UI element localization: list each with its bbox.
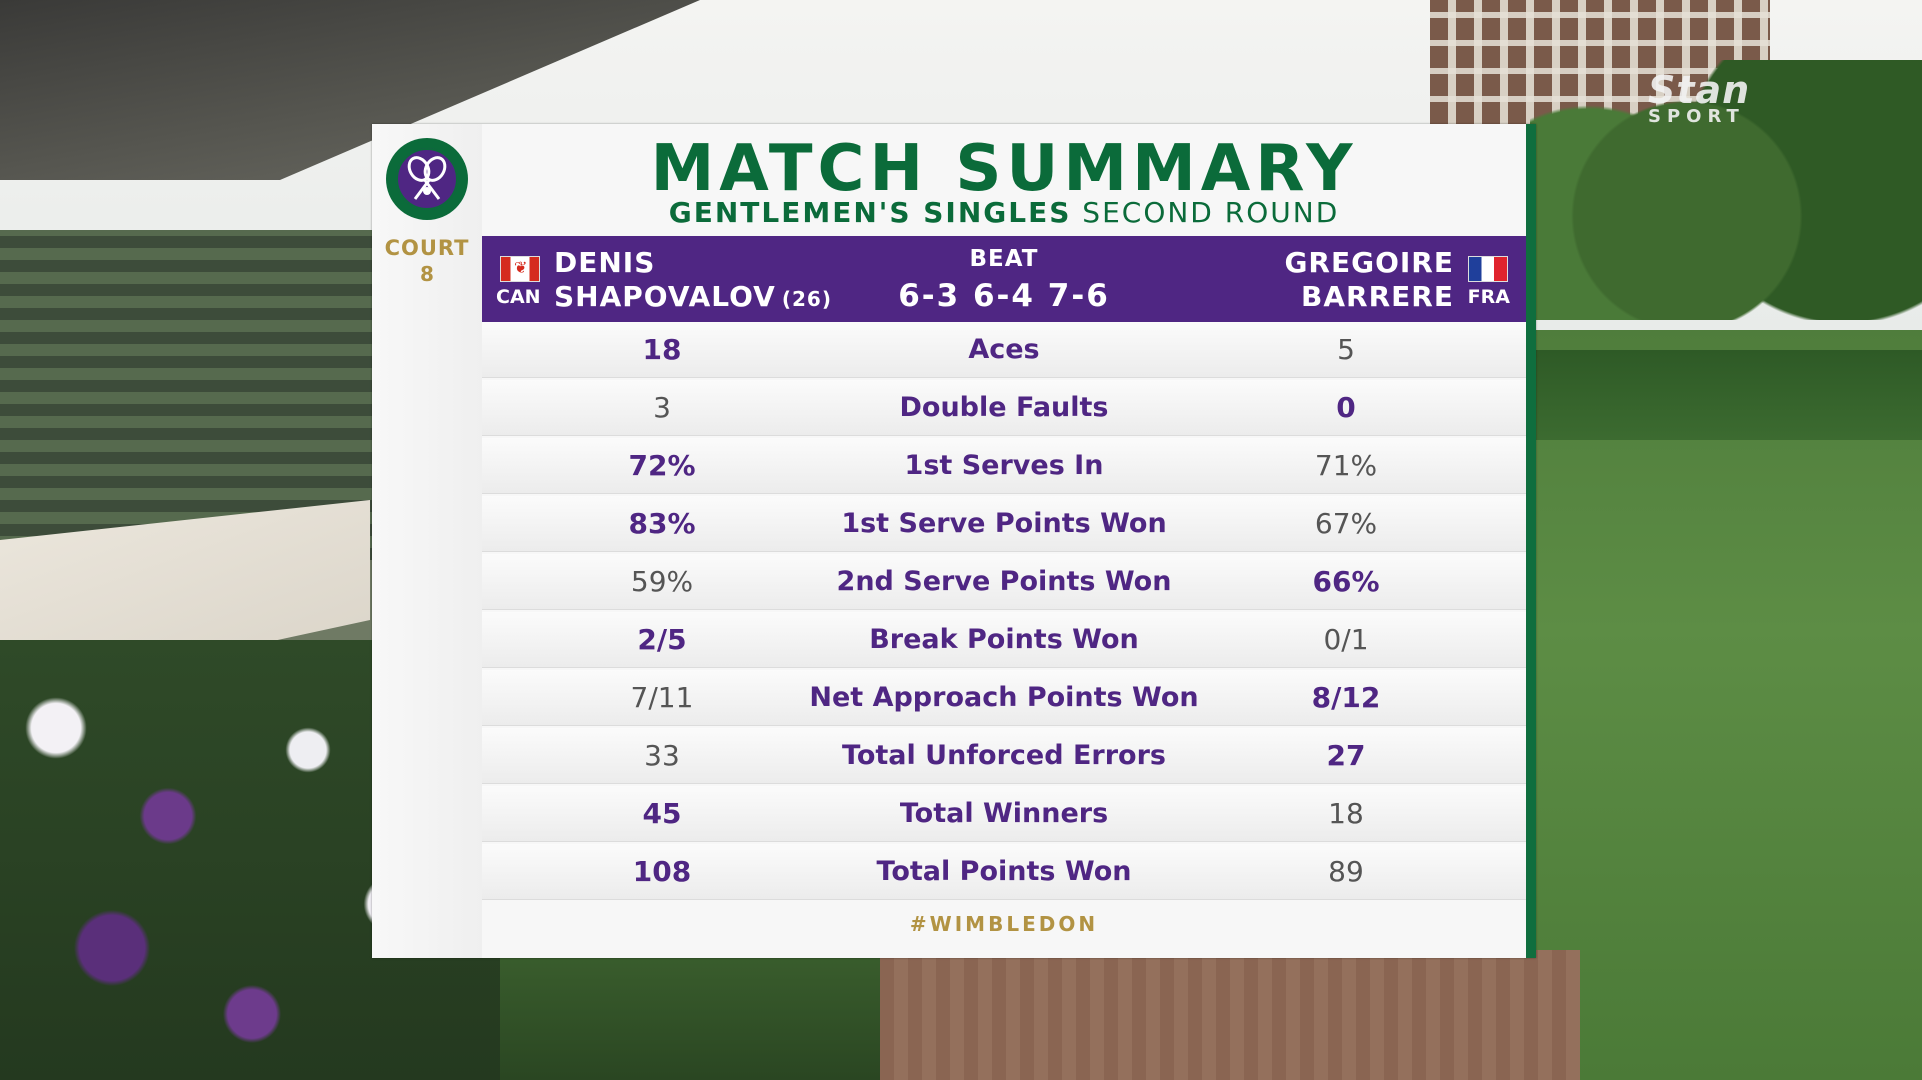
player2-country: FRA: [1467, 286, 1510, 308]
bushes: [500, 950, 900, 1080]
panel-edge-stripe: [1526, 124, 1536, 958]
stat-player2-value: 27: [1326, 739, 1366, 772]
round-name: SECOND ROUND: [1082, 196, 1340, 229]
stat-label: 1st Serve Points Won: [841, 508, 1167, 539]
stats-table: 18 Aces 5 3 Double Faults 0 72% 1st Serves In 71…: [482, 322, 1526, 902]
stat-label: Break Points Won: [869, 624, 1139, 655]
court-label: COURT: [384, 236, 470, 260]
stat-row: 3 Double Faults 0: [482, 380, 1526, 436]
stat-player1-value: 83%: [628, 507, 696, 540]
event-name: GENTLEMEN'S SINGLES: [668, 196, 1072, 229]
court-number: 8: [420, 262, 434, 286]
stat-row: 33 Total Unforced Errors 27: [482, 728, 1526, 784]
stat-player1-value: 2/5: [637, 623, 687, 656]
panel-sidebar: COURT 8: [372, 124, 482, 958]
stat-player1-value: 45: [642, 797, 682, 830]
stat-player2-value: 5: [1337, 333, 1355, 366]
stat-player2-value: 0: [1336, 391, 1356, 424]
stat-label: Double Faults: [899, 392, 1109, 423]
stat-row: 2/5 Break Points Won 0/1: [482, 612, 1526, 668]
stat-player1-value: 7/11: [630, 681, 694, 714]
page-title: MATCH SUMMARY: [650, 132, 1358, 206]
stat-player1-value: 33: [644, 739, 680, 772]
player2-last-name: BARRERE: [1301, 280, 1454, 313]
stat-player2-value: 66%: [1312, 565, 1380, 598]
stat-player2-value: 0/1: [1323, 623, 1369, 656]
stat-player1-value: 59%: [630, 565, 694, 598]
player1-country: CAN: [496, 286, 541, 308]
hashtag: #WIMBLEDON: [909, 912, 1099, 936]
stat-player1-value: 72%: [628, 449, 696, 482]
canada-flag-icon: [500, 256, 540, 282]
player2-first-name: GREGOIRE: [1284, 246, 1454, 279]
result-band: CAN DENIS SHAPOVALOV(26) BEAT 6-3 6-4 7-…: [482, 236, 1526, 322]
broadcaster-sub: SPORT: [1648, 106, 1745, 127]
stat-label: Total Unforced Errors: [842, 740, 1166, 771]
match-score: 6-3 6-4 7-6: [898, 278, 1110, 314]
match-summary-panel: COURT 8 MATCH SUMMARY GENTLEMEN'S SINGLE…: [372, 124, 1536, 958]
wimbledon-logo-icon: [386, 138, 468, 220]
stat-label: 2nd Serve Points Won: [836, 566, 1172, 597]
stat-label: Total Winners: [899, 798, 1109, 829]
broadcaster-bug: Stan SPORT: [1648, 68, 1750, 127]
stat-row: 72% 1st Serves In 71%: [482, 438, 1526, 494]
stat-row: 7/11 Net Approach Points Won 8/12: [482, 670, 1526, 726]
stat-label: Aces: [968, 334, 1040, 365]
lawn: [1530, 330, 1922, 1080]
stat-row: 59% 2nd Serve Points Won 66%: [482, 554, 1526, 610]
player1-last-name: SHAPOVALOV: [554, 280, 776, 313]
stat-row: 83% 1st Serve Points Won 67%: [482, 496, 1526, 552]
subtitle: GENTLEMEN'S SINGLES SECOND ROUND: [482, 196, 1526, 229]
stat-label: Total Points Won: [876, 856, 1132, 887]
stat-row: 45 Total Winners 18: [482, 786, 1526, 842]
stat-player1-value: 18: [642, 333, 682, 366]
player1-last-name-line: SHAPOVALOV (26): [554, 280, 832, 313]
stands: [0, 230, 380, 560]
brick-paving: [880, 950, 1580, 1080]
stat-player2-value: 89: [1328, 855, 1364, 888]
france-flag-icon: [1468, 256, 1508, 282]
hedge: [1530, 350, 1922, 440]
stat-player2-value: 18: [1328, 797, 1364, 830]
stat-label: Net Approach Points Won: [809, 682, 1199, 713]
stat-row: 18 Aces 5: [482, 322, 1526, 378]
stat-player2-value: 8/12: [1311, 681, 1381, 714]
player1-seed: (26): [781, 287, 832, 311]
stat-row: 108 Total Points Won 89: [482, 844, 1526, 900]
player1-first-name: DENIS: [554, 246, 656, 279]
result-word: BEAT: [969, 246, 1039, 272]
stat-player1-value: 3: [653, 391, 671, 424]
stat-player2-value: 71%: [1314, 449, 1378, 482]
stat-player1-value: 108: [632, 855, 692, 888]
trees: [1530, 60, 1922, 320]
stat-label: 1st Serves In: [904, 450, 1104, 481]
broadcaster-name: Stan: [1648, 68, 1751, 112]
stat-player2-value: 67%: [1314, 507, 1378, 540]
